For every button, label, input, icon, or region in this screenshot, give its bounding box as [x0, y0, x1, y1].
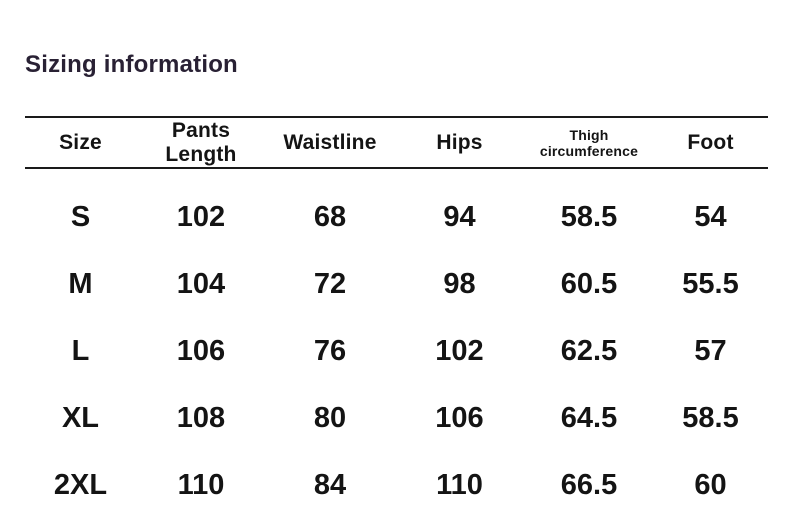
table-row-2xl: 2XL 110 84 110 66.5 60 — [25, 452, 768, 511]
table-cell: 76 — [313, 335, 347, 367]
size-label: L — [71, 335, 90, 367]
column-header-pants-length: Pants Length — [136, 116, 266, 169]
page-title: Sizing information — [25, 51, 238, 78]
table-row-m: M 104 72 98 60.5 55.5 — [25, 251, 768, 318]
table-row-l: L 106 76 102 62.5 57 — [25, 318, 768, 385]
table-cell: 110 — [436, 469, 483, 501]
table-row-s: S 102 68 94 58.5 54 — [25, 184, 768, 251]
table-cell: 72 — [313, 268, 347, 300]
table-cell: 62.5 — [560, 335, 618, 367]
table-cell: 106 — [435, 402, 484, 434]
table-cell: 60.5 — [560, 268, 618, 300]
size-label: 2XL — [53, 469, 108, 501]
table-cell: 102 — [176, 201, 226, 233]
size-label: S — [70, 201, 91, 233]
sizing-table: Size Pants Length Waistline Hips Thigh c… — [25, 116, 768, 511]
table-cell: 104 — [176, 268, 226, 300]
table-cell: 57 — [694, 335, 727, 367]
table-cell: 80 — [313, 402, 347, 434]
table-cell: 55.5 — [682, 268, 739, 300]
column-header-foot: Foot — [653, 116, 768, 169]
table-cell: 84 — [313, 469, 347, 501]
table-row-xl: XL 108 80 106 64.5 58.5 — [25, 385, 768, 452]
table-cell: 58.5 — [682, 402, 739, 434]
column-header-size: Size — [25, 116, 136, 169]
table-cell: 110 — [177, 469, 225, 501]
table-cell: 98 — [443, 268, 476, 300]
table-cell: 102 — [435, 335, 484, 367]
size-label: XL — [61, 402, 100, 434]
table-cell: 54 — [694, 201, 727, 233]
table-cell: 68 — [313, 201, 347, 233]
column-header-waistline: Waistline — [266, 116, 394, 169]
column-header-thigh-circumference: Thigh circumference — [525, 116, 653, 169]
table-cell: 60 — [694, 469, 727, 501]
size-label: M — [68, 268, 93, 300]
table-header-row: Size Pants Length Waistline Hips Thigh c… — [25, 116, 768, 169]
table-cell: 66.5 — [560, 469, 618, 501]
table-cell: 64.5 — [560, 402, 618, 434]
table-cell: 108 — [176, 402, 226, 434]
table-cell: 94 — [443, 201, 476, 233]
column-header-hips: Hips — [394, 116, 525, 169]
table-cell: 58.5 — [560, 201, 618, 233]
spacer-row — [25, 168, 768, 184]
table-cell: 106 — [176, 335, 226, 367]
sizing-table-container: Size Pants Length Waistline Hips Thigh c… — [25, 116, 768, 511]
